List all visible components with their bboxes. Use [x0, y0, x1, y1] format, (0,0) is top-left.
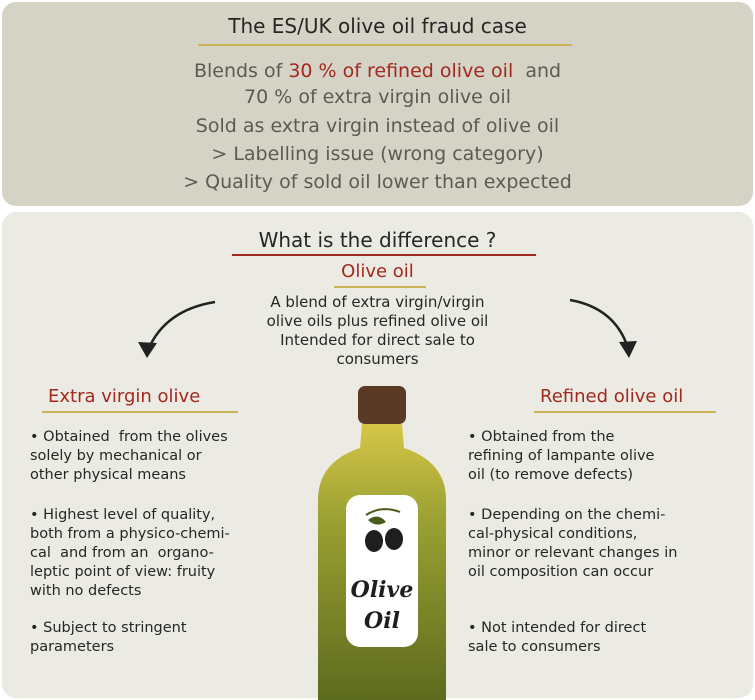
fraud-panel — [2, 2, 753, 206]
difference-underline — [232, 254, 536, 256]
label-text: Oil — [364, 608, 400, 634]
arrowhead-left — [138, 342, 157, 358]
bullet-line: • Subject to stringent — [30, 620, 187, 636]
bullet-line: cal-physical conditions, — [468, 526, 638, 542]
bullet-line: cal and from an organo- — [30, 545, 214, 561]
bullet-line: refining of lampante olive — [468, 448, 655, 464]
bullet-line: parameters — [30, 639, 115, 655]
text: Blends of — [193, 60, 289, 82]
heading-underline — [534, 411, 716, 413]
fraud-line: > Quality of sold oil lower than expecte… — [183, 171, 572, 193]
olive-oil-line: A blend of extra virgin/virgin — [270, 293, 485, 311]
olive-branch — [365, 508, 401, 516]
bullet-line: minor or relevant changes in — [468, 545, 678, 561]
olive — [385, 528, 403, 550]
olive-oil-heading: Olive oil — [341, 261, 414, 282]
olive-oil-underline — [334, 286, 426, 288]
bullet-line: with no defects — [30, 583, 142, 599]
bullet-line: • Depending on the chemi- — [468, 507, 666, 523]
blend-line: Blends of 30 % of refined olive oil and — [0, 60, 755, 82]
bullet-line: other physical means — [30, 467, 186, 483]
olive-oil-line: olive oils plus refined olive oil — [266, 312, 489, 330]
heading-underline — [42, 411, 238, 413]
arrow-left — [146, 300, 216, 351]
text: and — [513, 60, 562, 82]
fraud-line: Sold as extra virgin instead of olive oi… — [195, 115, 560, 137]
bullet-line: solely by mechanical or — [30, 448, 202, 464]
column-heading: Extra virgin olive — [48, 386, 201, 407]
highlight: 30 % of refined olive oil — [288, 60, 514, 82]
bullet-line: leptic point of view: fruity — [30, 564, 216, 580]
bottle-cap — [358, 386, 406, 424]
olive-oil-line: consumers — [336, 350, 419, 368]
arrowhead-right — [619, 341, 637, 358]
bullet-line: • Highest level of quality, — [30, 507, 216, 523]
fraud-title: The ES/UK olive oil fraud case — [228, 14, 527, 38]
blend-line-2: 70 % of extra virgin olive oil — [244, 86, 511, 108]
bullet-line: • Not intended for direct — [468, 620, 647, 636]
bullet-line: oil (to remove defects) — [468, 467, 634, 483]
title-underline — [198, 44, 572, 46]
bullet-line: both from a physico-chemi- — [30, 526, 230, 542]
column-heading: Refined olive oil — [540, 386, 684, 407]
fraud-line: > Labelling issue (wrong category) — [211, 143, 544, 165]
bullet-line: sale to consumers — [468, 639, 601, 655]
bottle: Olive Oil — [318, 386, 446, 700]
olive — [365, 530, 383, 552]
difference-title: What is the difference ? — [258, 228, 497, 252]
label-text: Olive — [351, 577, 414, 603]
leaf — [368, 516, 386, 525]
arrow-right — [569, 298, 630, 349]
bullet-line: • Obtained from the — [468, 429, 615, 445]
bullet-line: • Obtained from the olives — [30, 429, 228, 445]
olive-oil-line: Intended for direct sale to — [280, 331, 475, 349]
bullet-line: oil composition can occur — [468, 564, 654, 580]
